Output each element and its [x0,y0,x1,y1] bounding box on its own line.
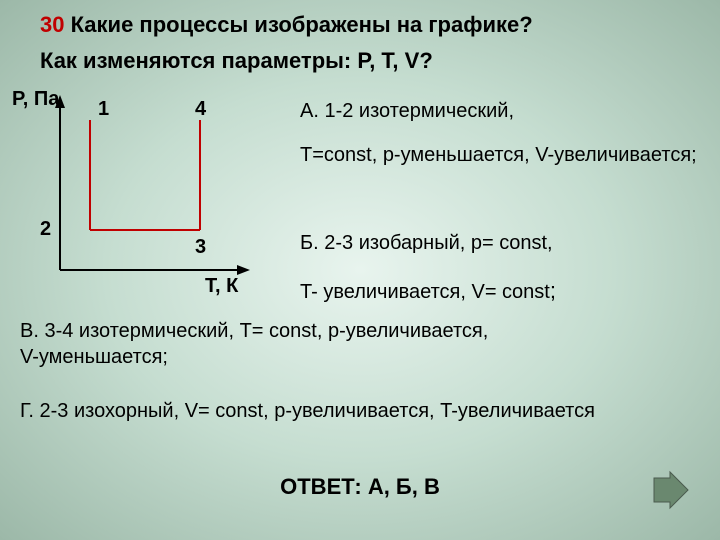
y-axis-label: P, Па [12,88,59,111]
slide-subtitle: Как изменяются параметры: P, T, V? [0,42,720,78]
slide-title: 30 Какие процессы изображены на графике? [0,0,720,42]
option-a-line1: А. 1-2 изотермический, [300,100,514,123]
title-text: Какие процессы изображены на графике? [64,12,532,37]
question-number: 30 [40,12,64,37]
option-b-line1: Б. 2-3 изобарный, p= const, [300,232,553,255]
point-3-label: 3 [195,236,206,259]
option-b-line2: T- увеличивается, V= const; [300,278,556,304]
option-c-line1: В. 3-4 изотермический, T= const, p-увели… [20,320,488,343]
next-button[interactable] [650,470,690,510]
answer-text: ОТВЕТ: А, Б, В [0,474,720,500]
arrow-right-icon [650,470,690,510]
pv-chart: P, Па T, К 1 4 2 3 [40,90,260,310]
option-d: Г. 2-3 изохорный, V= const, p-увеличивае… [20,400,595,423]
x-axis-label: T, К [205,275,238,298]
point-4-label: 4 [195,98,206,121]
option-c-line2: V-уменьшается; [20,346,168,369]
option-a-line2: T=const, p-уменьшается, V-увеличивается; [300,144,710,167]
option-b-semi: ; [550,278,556,303]
point-1-label: 1 [98,98,109,121]
point-2-label: 2 [40,218,51,241]
option-b-line2-text: T- увеличивается, V= const [300,281,550,303]
